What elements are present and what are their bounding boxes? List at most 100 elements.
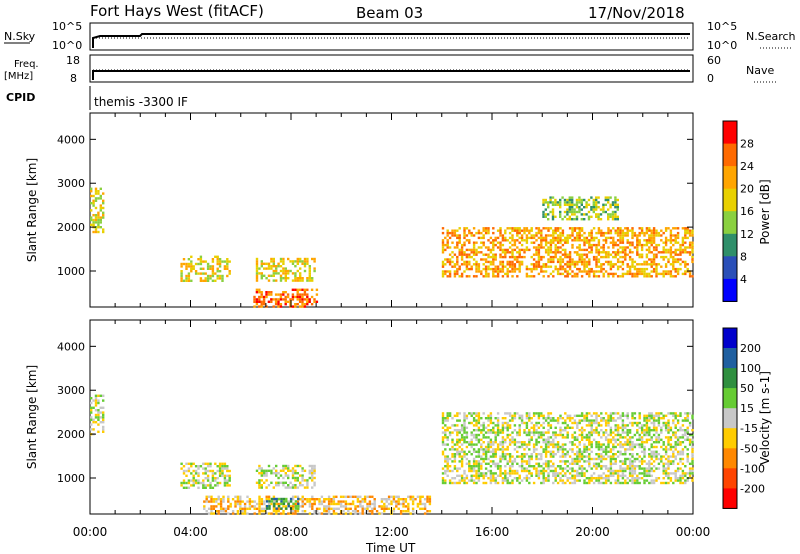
power-cell <box>525 229 529 232</box>
velocity-cell <box>607 474 610 477</box>
power-cell <box>458 275 461 278</box>
velocity-cell <box>643 419 646 422</box>
velocity-cell <box>571 467 574 470</box>
velocity-cell <box>590 479 593 482</box>
velocity-cell <box>648 472 651 475</box>
power-cell <box>525 272 529 276</box>
power-cell <box>595 265 598 268</box>
power-cell <box>619 234 622 237</box>
power-cell <box>272 274 275 277</box>
power-cell <box>580 201 583 204</box>
velocity-cell <box>210 495 213 498</box>
velocity-cell <box>616 438 620 441</box>
power-cell <box>621 251 625 254</box>
power-cell <box>494 270 497 273</box>
power-cell <box>289 260 292 263</box>
power-cell <box>492 260 495 264</box>
power-cell <box>489 255 493 259</box>
velocity-cell <box>414 512 417 515</box>
power-cell <box>511 234 514 237</box>
velocity-cell <box>273 497 276 501</box>
power-cell <box>197 272 200 275</box>
velocity-cell <box>588 412 591 415</box>
power-cell <box>537 229 541 232</box>
velocity-cell <box>544 477 548 480</box>
velocity-cell <box>465 481 469 485</box>
velocity-cell <box>607 438 610 441</box>
velocity-cell <box>600 436 603 439</box>
power-cell <box>602 251 605 254</box>
power-cell <box>272 272 275 275</box>
velocity-cell <box>513 448 517 451</box>
power-cell <box>607 272 610 276</box>
power-cell <box>528 275 531 278</box>
velocity-cell <box>508 460 512 463</box>
power-cell <box>628 243 632 247</box>
power-cell <box>571 246 574 249</box>
velocity-cell <box>468 441 471 444</box>
power-cell <box>253 295 256 299</box>
velocity-cell <box>528 443 531 446</box>
velocity-cell <box>460 457 464 461</box>
power-cell <box>99 194 102 198</box>
velocity-cell <box>652 460 656 463</box>
power-cell <box>299 257 302 261</box>
power-cell <box>602 208 605 211</box>
power-cell <box>645 275 649 278</box>
power-cell <box>672 227 675 230</box>
power-cell <box>660 251 663 254</box>
velocity-cell <box>688 421 692 425</box>
power-cell <box>600 251 603 254</box>
velocity-cell <box>674 469 677 473</box>
velocity-cell <box>609 431 613 434</box>
velocity-cell <box>202 472 205 475</box>
velocity-cell <box>669 460 673 463</box>
power-cell <box>535 265 538 268</box>
velocity-cell <box>691 438 694 441</box>
power-cell <box>544 263 548 266</box>
velocity-cell <box>583 436 586 439</box>
velocity-cell <box>564 467 567 470</box>
velocity-cell <box>102 428 105 431</box>
velocity-cell <box>214 477 217 480</box>
power-cell <box>583 263 586 266</box>
velocity-cell <box>475 433 478 437</box>
velocity-cell <box>258 479 261 482</box>
velocity-cell <box>566 453 569 456</box>
velocity-cell <box>453 455 457 458</box>
velocity-cell <box>484 481 488 485</box>
velocity-cell <box>542 467 545 470</box>
velocity-colorbar-tick: -50 <box>740 442 758 455</box>
power-cell <box>216 260 219 263</box>
power-cell <box>197 262 200 266</box>
velocity-cell <box>214 472 217 475</box>
velocity-cell <box>482 433 485 437</box>
velocity-cell <box>272 507 276 510</box>
velocity-cell <box>686 438 689 441</box>
power-cell <box>667 227 670 230</box>
power-cell <box>298 295 302 299</box>
velocity-cell <box>463 472 466 475</box>
power-cell <box>296 260 299 263</box>
velocity-cell <box>650 436 653 439</box>
power-cell <box>616 198 619 202</box>
velocity-cell <box>513 414 517 417</box>
velocity-cell <box>311 495 314 498</box>
power-cell <box>568 208 571 211</box>
power-cell <box>542 236 545 240</box>
power-cell <box>223 265 227 268</box>
velocity-cell <box>688 469 692 473</box>
velocity-cell <box>621 472 625 475</box>
power-cell <box>648 234 651 237</box>
velocity-cell <box>294 502 297 506</box>
power-cell <box>592 203 595 206</box>
velocity-cell <box>633 479 637 482</box>
velocity-cell <box>511 462 514 465</box>
power-cell <box>662 251 665 254</box>
power-cell <box>513 243 517 247</box>
power-cell <box>607 218 610 221</box>
velocity-cell <box>441 417 445 420</box>
velocity-cell <box>289 481 292 484</box>
power-cell <box>463 229 466 232</box>
velocity-cell <box>351 500 355 503</box>
